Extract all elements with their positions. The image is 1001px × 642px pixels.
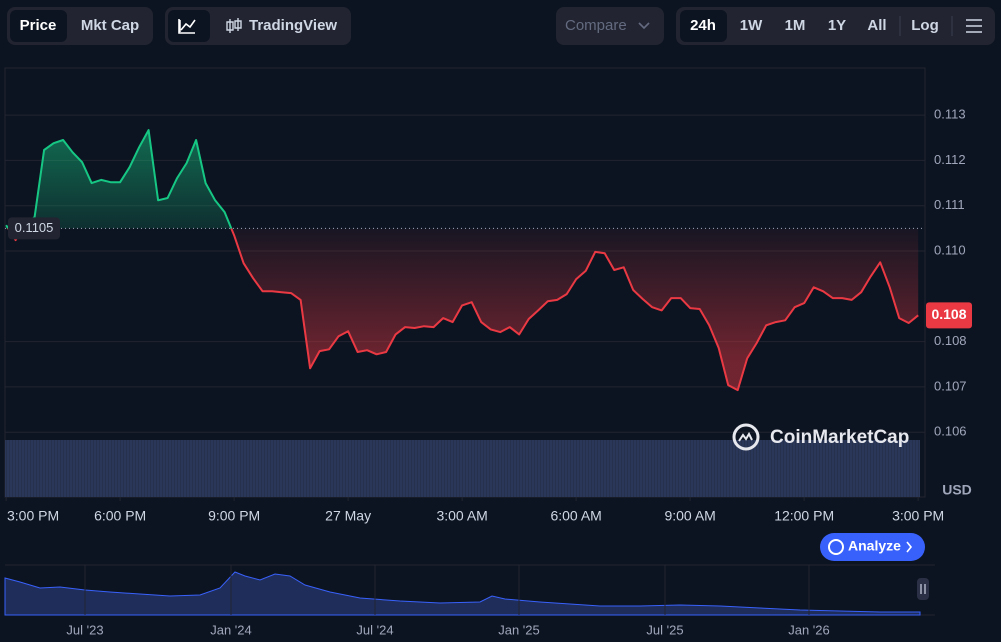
y-tick-label: 0.107 <box>934 378 967 393</box>
log-label[interactable]: Log <box>911 17 939 34</box>
navigator-label: Jul '23 <box>66 622 103 637</box>
navigator-label: Jan '26 <box>788 622 830 637</box>
y-tick-label: 0.106 <box>934 424 967 439</box>
x-tick-label: 12:00 PM <box>774 508 834 524</box>
last-price-label: 0.108 <box>931 306 966 322</box>
navigator-label: Jul '25 <box>646 622 683 637</box>
y-tick-label: 0.110 <box>934 242 966 257</box>
price-label[interactable]: Price <box>20 17 57 34</box>
tradingview-label[interactable]: TradingView <box>249 17 337 34</box>
analyze-button[interactable] <box>820 533 925 561</box>
logo <box>738 431 753 442</box>
volume-bars <box>5 440 920 497</box>
analyze-icon <box>828 539 844 555</box>
x-tick-label: 6:00 PM <box>94 508 146 524</box>
range-label[interactable]: 1M <box>785 17 806 34</box>
mktcap-label[interactable]: Mkt Cap <box>81 17 139 34</box>
settings-icon[interactable] <box>966 19 982 33</box>
navigator-label: Jul '24 <box>356 622 393 637</box>
watermark: CoinMarketCap <box>770 427 909 448</box>
x-tick-label: 3:00 PM <box>892 508 944 524</box>
x-tick-label: 6:00 AM <box>550 508 601 524</box>
chevron <box>906 541 913 553</box>
x-tick-label: 9:00 AM <box>664 508 715 524</box>
price-button[interactable] <box>10 10 67 42</box>
navigator-handle[interactable] <box>917 578 929 600</box>
range-active[interactable] <box>680 10 727 42</box>
baseline-label: 0.1105 <box>15 220 54 235</box>
x-tick-label: 27 May <box>325 508 371 524</box>
price-line <box>5 129 919 392</box>
x-tick-label: 3:00 AM <box>436 508 487 524</box>
navigator-label: Jan '25 <box>498 622 540 637</box>
navigator-handle <box>920 584 926 594</box>
x-tick-label: 9:00 PM <box>208 508 260 524</box>
y-tick-label: 0.111 <box>934 197 965 212</box>
range-label[interactable]: 1Y <box>828 17 846 34</box>
navigator-label: Jan '24 <box>210 622 252 637</box>
last-price-tag <box>926 302 972 329</box>
chevron <box>638 22 650 30</box>
logo <box>732 423 760 451</box>
navigator-area <box>4 571 921 616</box>
range-label[interactable]: All <box>867 17 886 34</box>
y-tick-label: 0.108 <box>934 333 967 348</box>
x-tick-label: 3:00 PM <box>7 508 59 524</box>
chart-type-toggle <box>165 7 351 45</box>
compare-label[interactable]: Compare <box>565 17 627 34</box>
baseline-tag <box>8 217 60 240</box>
range-toggle <box>676 7 995 45</box>
price-area <box>6 130 919 391</box>
line-icon <box>178 19 196 34</box>
currency-label: USD <box>942 482 972 498</box>
analyze-label[interactable]: Analyze <box>848 538 901 554</box>
y-tick-label: 0.112 <box>934 152 966 167</box>
candle-icon <box>226 18 242 33</box>
range-label[interactable]: 1W <box>740 17 763 34</box>
y-tick-label: 0.113 <box>934 107 966 122</box>
range-label[interactable]: 24h <box>690 17 716 34</box>
compare-button[interactable] <box>556 7 664 45</box>
